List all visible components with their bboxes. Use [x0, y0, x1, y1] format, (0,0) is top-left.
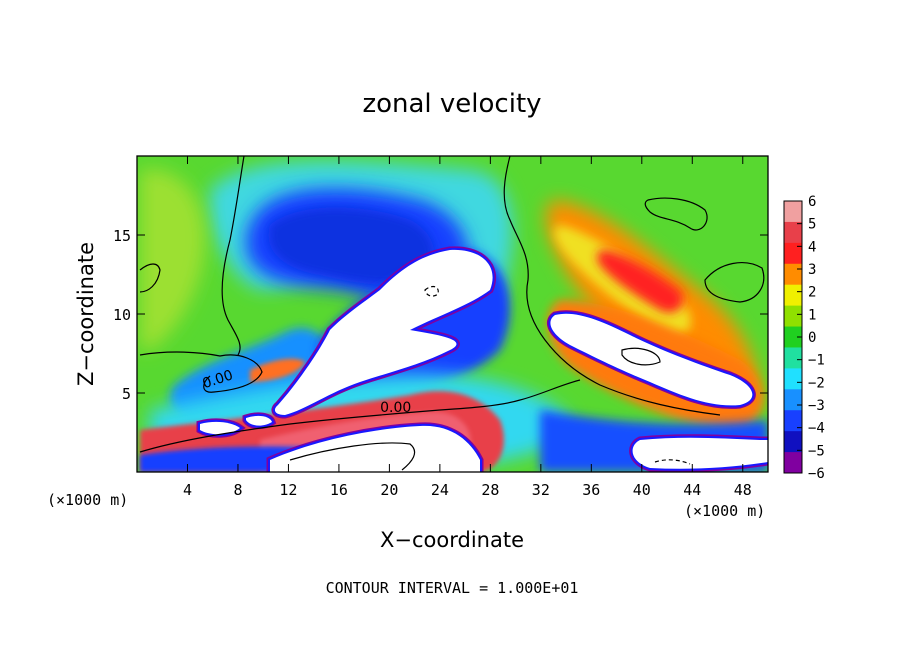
colorbar-label: −2 [808, 375, 825, 391]
y-tick-label: 10 [113, 306, 131, 324]
colorbar-label: −3 [808, 398, 825, 414]
region-left-orange-dash [250, 358, 305, 382]
colorbar-label: 3 [808, 262, 816, 278]
x-tick-label: 28 [481, 481, 499, 499]
contour-zero-lower-band [139, 379, 581, 453]
x-tick-label: 4 [183, 481, 192, 499]
colorbar-swatch [784, 452, 802, 474]
colorbar-swatch [784, 431, 802, 453]
colorbar-swatch [784, 305, 802, 328]
x-tick-label: 12 [279, 481, 297, 499]
region-white-surface-jet [270, 425, 480, 472]
colorbar-label: 0 [808, 330, 816, 346]
colorbar-swatch [784, 284, 802, 307]
x-unit-label-left: (×1000 m) [47, 491, 128, 509]
contour-zero-right-loop-2 [704, 262, 765, 303]
contour-zero-center [503, 156, 721, 416]
colorbar-swatch [784, 201, 802, 223]
colorbar-label: −5 [808, 443, 825, 459]
y-tick-label: 15 [113, 227, 131, 245]
colorbar-label: 4 [808, 239, 816, 255]
colorbar-label: −1 [808, 353, 825, 369]
contour-zero-right-loop-1 [644, 197, 708, 231]
colorbar-swatch [784, 326, 802, 348]
colorbar-label: 2 [808, 285, 816, 301]
colorbar-swatch [784, 221, 802, 244]
region-white-small-left [200, 421, 240, 435]
x-tick-label: 8 [233, 481, 242, 499]
x-tick-label: 24 [431, 481, 449, 499]
x-axis-label: X−coordinate [380, 528, 524, 552]
colorbar-swatch [784, 242, 802, 265]
x-tick-label: 40 [633, 481, 651, 499]
y-tick-label: 5 [122, 385, 131, 403]
x-tick-label: 16 [330, 481, 348, 499]
region-upper-blue-core [268, 207, 434, 285]
contour-dashed-small [424, 285, 439, 297]
colorbar-swatch [784, 389, 802, 411]
colorbar-swatch [784, 263, 802, 286]
x-tick-label: 32 [532, 481, 550, 499]
region-white-right-low [632, 437, 768, 469]
x-tick-label: 48 [734, 481, 752, 499]
colorbar-label: 1 [808, 307, 816, 323]
colorbar-label: −4 [808, 421, 825, 437]
colorbar-swatch [784, 368, 802, 390]
x-tick-label: 20 [380, 481, 398, 499]
colorbar-swatch [784, 410, 802, 432]
colorbar-label: −6 [808, 466, 825, 482]
y-axis-label: Z−coordinate [74, 242, 98, 386]
colorbar-swatch [784, 347, 802, 369]
colorbar-label: 6 [808, 194, 816, 210]
x-tick-label: 36 [582, 481, 600, 499]
region-white-small-left-2 [246, 415, 272, 426]
colorbar: 6 5 4 3 2 1 0 −1 −2 −3 −4 −5 −6 [783, 194, 825, 482]
contour-zero-surface [289, 442, 416, 471]
region-white-mass-right [550, 313, 753, 406]
contour-dashed-right [654, 459, 691, 465]
contour-zero-left-edge [139, 263, 161, 293]
x-unit-label-right: (×1000 m) [684, 502, 765, 520]
contour-zero-inner-right [621, 347, 661, 366]
contour-zero-left-mid [139, 351, 263, 393]
contour-interval-note: CONTOUR INTERVAL = 1.000E+01 [326, 579, 579, 597]
colorbar-label: 5 [808, 217, 816, 233]
velocity-field [137, 156, 768, 472]
contour-zero-left-upper [221, 156, 245, 356]
x-tick-label: 44 [683, 481, 701, 499]
contour-label-0: 0.00 [380, 400, 411, 416]
region-left-light [140, 169, 206, 350]
region-right-core [597, 250, 684, 313]
chart-title: zonal velocity [362, 89, 541, 119]
